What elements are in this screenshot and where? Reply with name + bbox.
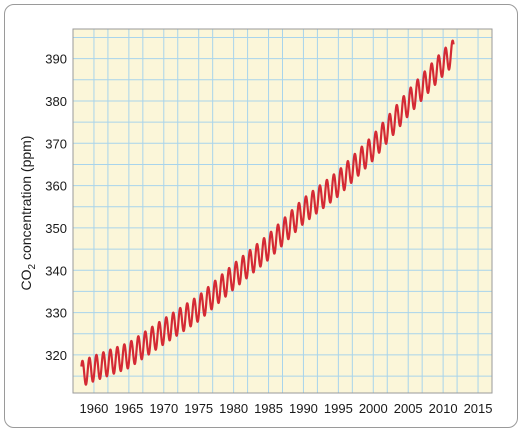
x-tick-label-1995: 1995 bbox=[324, 401, 353, 416]
gridlines bbox=[72, 29, 493, 393]
y-axis-label-subscript: 2 bbox=[27, 263, 38, 269]
y-tick-label-330: 330 bbox=[45, 306, 67, 321]
tick-labels: 1960 1965 1970 1975 1980 1985 1990 1995 2000 2005… bbox=[45, 52, 492, 416]
y-tick-label-380: 380 bbox=[45, 94, 67, 109]
x-tick-label-1960: 1960 bbox=[79, 401, 108, 416]
chart-figure: 1960 1965 1970 1975 1980 1985 1990 1995 2000 2005… bbox=[4, 4, 518, 428]
y-tick-label-350: 350 bbox=[45, 221, 67, 236]
x-tick-label-1990: 1990 bbox=[289, 401, 318, 416]
x-tick-label-1965: 1965 bbox=[114, 401, 143, 416]
y-axis-label-suffix: concentration (ppm) bbox=[18, 136, 34, 264]
x-tick-label-2010: 2010 bbox=[429, 401, 458, 416]
plot-frame bbox=[72, 28, 493, 394]
x-tick-label-1970: 1970 bbox=[149, 401, 178, 416]
x-tick-label-2015: 2015 bbox=[464, 401, 493, 416]
x-tick-label-1980: 1980 bbox=[219, 401, 248, 416]
x-tick-label-2000: 2000 bbox=[359, 401, 388, 416]
series-layer bbox=[80, 39, 455, 386]
co2-series-line-0 bbox=[80, 39, 455, 386]
x-tick-label-2005: 2005 bbox=[394, 401, 423, 416]
y-tick-label-390: 390 bbox=[45, 52, 67, 67]
y-tick-label-370: 370 bbox=[45, 136, 67, 151]
x-tick-label-1985: 1985 bbox=[254, 401, 283, 416]
y-axis-label-prefix: CO bbox=[18, 269, 34, 290]
y-tick-label-340: 340 bbox=[45, 263, 67, 278]
x-tick-label-1975: 1975 bbox=[184, 401, 213, 416]
y-tick-label-320: 320 bbox=[45, 348, 67, 363]
y-axis-label: CO2 concentration (ppm) bbox=[18, 136, 38, 291]
y-tick-label-360: 360 bbox=[45, 179, 67, 194]
co2-line-chart: 1960 1965 1970 1975 1980 1985 1990 1995 2000 2005… bbox=[18, 28, 493, 416]
